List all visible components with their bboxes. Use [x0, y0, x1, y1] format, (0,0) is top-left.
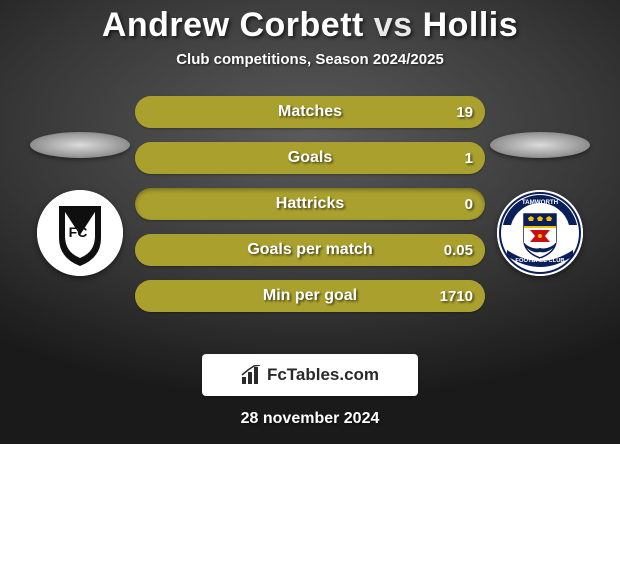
vs-label: vs	[374, 6, 413, 44]
brand-box: FcTables.com	[202, 354, 418, 396]
bar-label: Goals	[288, 149, 332, 167]
bar-value-right: 0	[465, 196, 473, 213]
bar-value-right: 0.05	[444, 242, 473, 259]
shield-icon: FC	[37, 190, 123, 276]
right-crest: TAMWORTH FOOTBALL CLUB	[497, 190, 583, 276]
bar-label: Hattricks	[276, 195, 344, 213]
date-line: 28 november 2024	[241, 410, 380, 428]
player1-name: Andrew Corbett	[102, 6, 364, 44]
stat-bar: Goals 1	[135, 142, 485, 174]
svg-text:FC: FC	[69, 224, 88, 240]
stat-bar: Goals per match 0.05	[135, 234, 485, 266]
player2-name: Hollis	[423, 6, 519, 44]
brand-text: FcTables.com	[241, 365, 379, 385]
bar-label: Matches	[278, 103, 342, 121]
bars-icon	[241, 365, 263, 385]
subtitle: Club competitions, Season 2024/2025	[0, 51, 620, 68]
badge-bottom-text: FOOTBALL CLUB	[515, 258, 564, 264]
brand-label: FcTables.com	[267, 365, 379, 385]
bar-value-right: 1	[465, 150, 473, 167]
bar-value-right: 1710	[440, 288, 473, 305]
right-side: TAMWORTH FOOTBALL CLUB	[485, 132, 595, 276]
comparison-card: Andrew Corbett vs Hollis Club competitio…	[0, 0, 620, 444]
badge-top-text: TAMWORTH	[522, 199, 559, 206]
left-crest: FC	[37, 190, 123, 276]
stat-bars: Matches 19 Goals 1 Hattricks 0 Goals per match…	[135, 96, 485, 312]
left-side: FC	[25, 132, 135, 276]
bar-value-right: 19	[456, 104, 473, 121]
right-base-ellipse	[490, 132, 590, 158]
bar-label: Goals per match	[247, 241, 372, 259]
club-badge-icon: TAMWORTH FOOTBALL CLUB	[497, 190, 583, 276]
bar-label: Min per goal	[263, 287, 357, 305]
left-base-ellipse	[30, 132, 130, 158]
stat-bar: Matches 19	[135, 96, 485, 128]
content-row: FC Matches 19 Goals 1 Hattricks 0 Goals per ma…	[0, 96, 620, 312]
stat-bar: Hattricks 0	[135, 188, 485, 220]
stat-bar: Min per goal 1710	[135, 280, 485, 312]
page-title: Andrew Corbett vs Hollis	[0, 0, 620, 45]
